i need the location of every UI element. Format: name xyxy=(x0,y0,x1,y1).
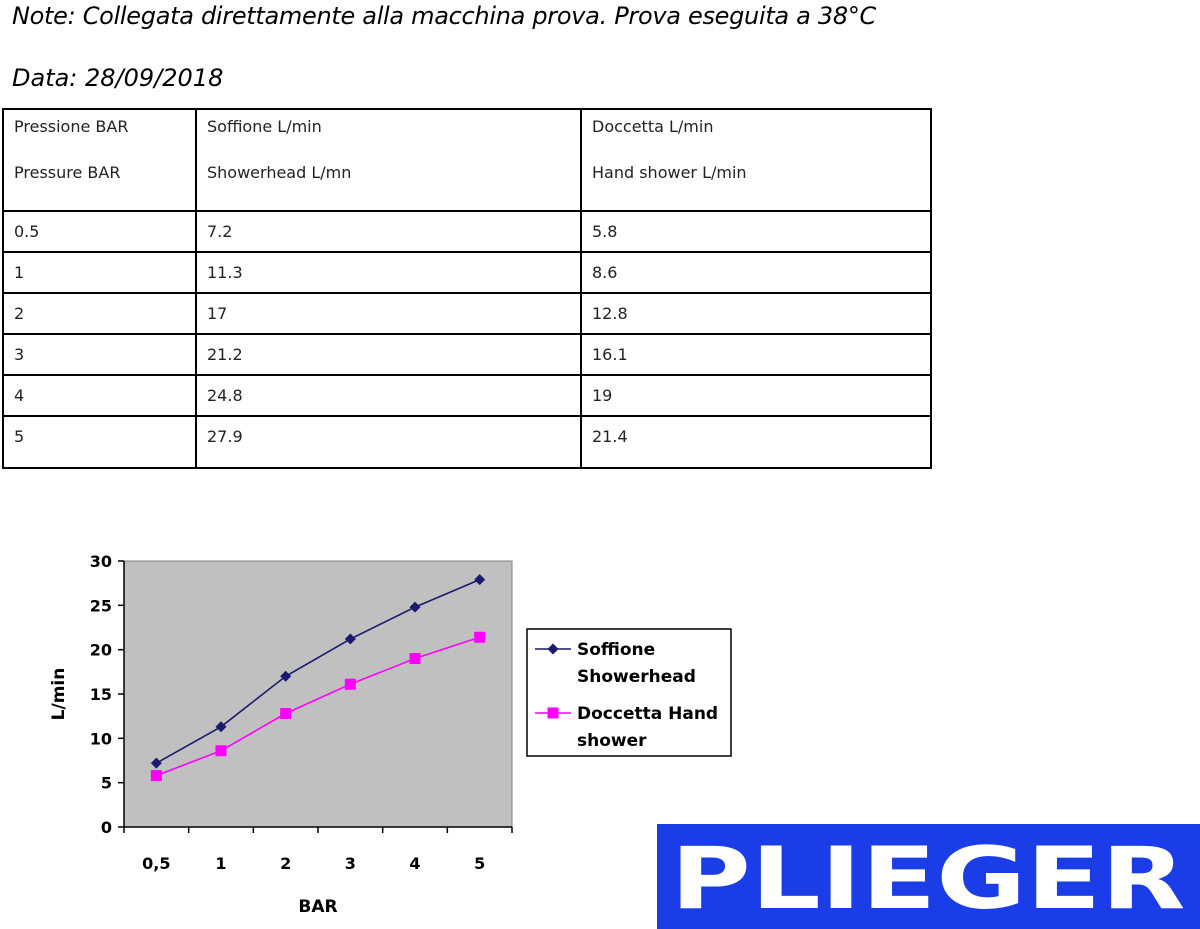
legend-label: shower xyxy=(577,731,647,751)
flow-rate-chart: 0 5 10 15 20 25 30 0,5 1 2 3 4 5 L/min BAR Soffione… xyxy=(49,552,732,917)
header-pressure: Pressione BAR Pressure BAR xyxy=(2,108,197,212)
y-tick-label: 0 xyxy=(101,818,112,837)
data-point xyxy=(150,757,162,769)
legend-label: Soffione xyxy=(577,640,655,660)
data-point xyxy=(344,678,356,690)
cell-hand-shower: 8.6 xyxy=(580,251,932,294)
data-point xyxy=(150,770,162,782)
data-point xyxy=(280,708,292,720)
series-diamond xyxy=(150,574,486,769)
cell-pressure: 1 xyxy=(2,251,197,294)
cell-pressure: 3 xyxy=(2,333,197,376)
legend-box xyxy=(526,628,732,757)
x-tick-label: 3 xyxy=(345,854,356,873)
cell-hand-shower: 12.8 xyxy=(580,292,932,335)
data-point xyxy=(474,631,486,643)
y-axis-label: L/min xyxy=(49,668,69,721)
series-layer xyxy=(150,574,486,782)
legend-label: Showerhead xyxy=(577,667,696,687)
cell-pressure: 4 xyxy=(2,374,197,417)
y-tick-label: 20 xyxy=(90,641,112,660)
legend-label: Doccetta Hand xyxy=(577,704,718,724)
table-row: 1 11.3 8.6 xyxy=(2,251,932,294)
table-row: 2 17 12.8 xyxy=(2,292,932,335)
data-point xyxy=(409,653,421,665)
header-showerhead: Soffione L/min Showerhead L/mn xyxy=(195,108,582,212)
header-hand-shower: Doccetta L/min Hand shower L/min xyxy=(580,108,932,212)
x-tick-label: 5 xyxy=(474,854,485,873)
cell-showerhead: 24.8 xyxy=(195,374,582,417)
cell-hand-shower: 5.8 xyxy=(580,210,932,253)
y-tick-label: 30 xyxy=(90,552,112,571)
y-axis: 0 5 10 15 20 25 30 xyxy=(90,552,125,837)
legend-marker xyxy=(547,643,559,655)
cell-showerhead: 21.2 xyxy=(195,333,582,376)
cell-showerhead: 27.9 xyxy=(195,415,582,469)
data-point xyxy=(215,745,227,757)
series-square xyxy=(150,631,486,782)
cell-hand-shower: 21.4 xyxy=(580,415,932,469)
cell-hand-shower: 19 xyxy=(580,374,932,417)
plieger-logo: PLIEGER xyxy=(657,824,1200,929)
series-line xyxy=(155,578,480,764)
logo-text: PLIEGER xyxy=(671,829,1186,929)
data-point xyxy=(474,574,486,586)
x-tick-label: 0,5 xyxy=(142,854,170,873)
header-label-it: Doccetta L/min xyxy=(592,117,714,136)
series-line xyxy=(156,636,480,777)
header-label-it: Pressione BAR xyxy=(14,117,129,136)
table-row: 5 27.9 21.4 xyxy=(2,415,932,469)
y-tick-label: 10 xyxy=(90,729,112,748)
header-label-en: Pressure BAR xyxy=(14,163,121,182)
x-tick-label: 4 xyxy=(409,854,420,873)
cell-hand-shower: 16.1 xyxy=(580,333,932,376)
data-point xyxy=(409,601,421,613)
table-row: 4 24.8 19 xyxy=(2,374,932,417)
plot-area xyxy=(123,560,513,828)
x-tick-label: 2 xyxy=(280,854,291,873)
chart-legend: Soffione Showerhead Doccetta Hand shower xyxy=(526,628,732,757)
table-row: 0.5 7.2 5.8 xyxy=(2,210,932,253)
note-text: Note: Collegata direttamente alla macchi… xyxy=(12,2,877,30)
flow-rate-table: Pressione BAR Pressure BAR Soffione L/mi… xyxy=(2,108,932,469)
header-label-en: Hand shower L/min xyxy=(592,163,747,182)
table-header-row: Pressione BAR Pressure BAR Soffione L/mi… xyxy=(2,108,932,212)
cell-showerhead: 17 xyxy=(195,292,582,335)
cell-showerhead: 11.3 xyxy=(195,251,582,294)
x-tick-label: 1 xyxy=(215,854,226,873)
y-tick-label: 25 xyxy=(90,596,112,615)
cell-pressure: 2 xyxy=(2,292,197,335)
y-tick-label: 5 xyxy=(101,774,112,793)
cell-pressure: 5 xyxy=(2,415,197,469)
test-date: Data: 28/09/2018 xyxy=(12,64,224,92)
x-axis: 0,5 1 2 3 4 5 xyxy=(123,826,513,873)
header-label-en: Showerhead L/mn xyxy=(207,163,352,182)
legend-marker xyxy=(547,707,559,719)
data-point xyxy=(280,670,292,682)
data-point xyxy=(344,633,356,645)
cell-showerhead: 7.2 xyxy=(195,210,582,253)
table-row: 3 21.2 16.1 xyxy=(2,333,932,376)
data-point xyxy=(215,721,227,733)
header-label-it: Soffione L/min xyxy=(207,117,322,136)
y-tick-label: 15 xyxy=(90,685,112,704)
x-axis-label: BAR xyxy=(298,897,337,917)
cell-pressure: 0.5 xyxy=(2,210,197,253)
